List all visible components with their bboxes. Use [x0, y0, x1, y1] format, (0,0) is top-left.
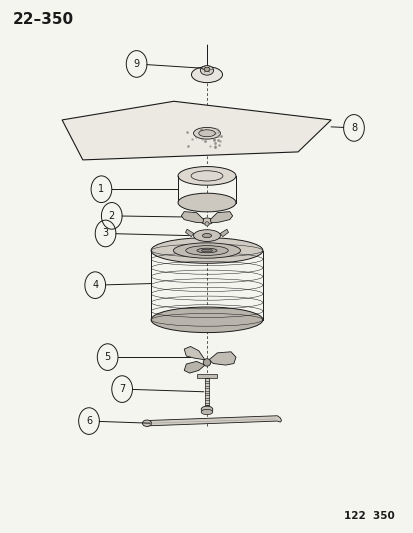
Ellipse shape — [204, 67, 209, 71]
Text: 5: 5 — [104, 352, 111, 362]
Ellipse shape — [203, 359, 210, 366]
Ellipse shape — [178, 193, 235, 212]
Ellipse shape — [193, 230, 220, 241]
Ellipse shape — [151, 307, 262, 333]
Ellipse shape — [197, 248, 216, 253]
Text: 122  350: 122 350 — [343, 511, 394, 521]
Ellipse shape — [142, 420, 151, 426]
Ellipse shape — [198, 130, 215, 136]
Polygon shape — [209, 352, 235, 365]
Ellipse shape — [151, 238, 262, 263]
Polygon shape — [147, 416, 281, 426]
Polygon shape — [184, 361, 204, 373]
Text: 2: 2 — [108, 211, 115, 221]
Ellipse shape — [178, 166, 235, 185]
Ellipse shape — [173, 243, 240, 258]
Polygon shape — [181, 212, 203, 223]
Ellipse shape — [200, 66, 213, 75]
Text: 9: 9 — [133, 59, 139, 69]
Polygon shape — [204, 378, 209, 405]
Text: 4: 4 — [92, 280, 98, 290]
Text: 6: 6 — [86, 416, 92, 426]
Ellipse shape — [201, 249, 212, 252]
Polygon shape — [62, 101, 330, 160]
Polygon shape — [210, 212, 232, 223]
Ellipse shape — [191, 67, 222, 83]
Ellipse shape — [204, 222, 209, 226]
Text: 3: 3 — [102, 229, 108, 238]
Polygon shape — [196, 374, 217, 378]
Text: 1: 1 — [98, 184, 104, 194]
Text: 7: 7 — [119, 384, 125, 394]
Polygon shape — [220, 229, 228, 237]
Ellipse shape — [193, 127, 220, 139]
Text: 22–350: 22–350 — [12, 12, 74, 27]
Ellipse shape — [185, 246, 228, 255]
Polygon shape — [184, 346, 204, 360]
Ellipse shape — [201, 406, 212, 413]
Ellipse shape — [202, 233, 211, 238]
Polygon shape — [185, 229, 193, 237]
Ellipse shape — [201, 218, 212, 224]
Text: 8: 8 — [350, 123, 356, 133]
Ellipse shape — [201, 409, 212, 415]
